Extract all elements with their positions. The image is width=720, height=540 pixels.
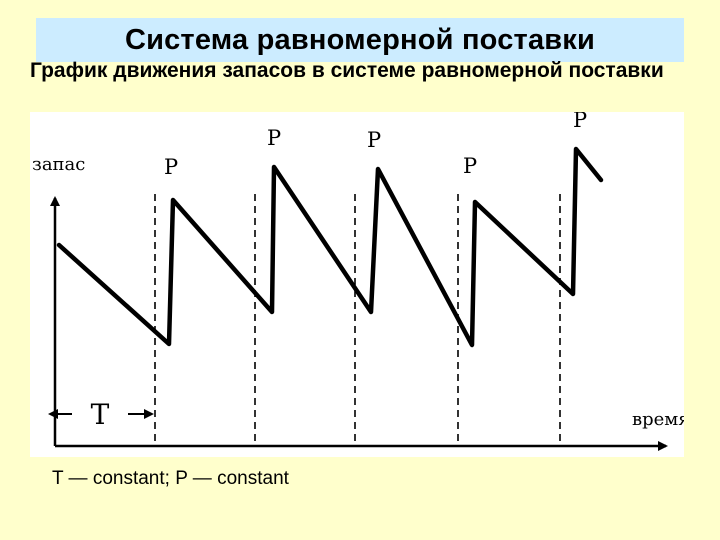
x-axis-label: время: [632, 409, 684, 430]
delivery-label: P: [164, 155, 178, 179]
delivery-label: P: [463, 154, 477, 178]
inventory-level-line: [56, 146, 604, 348]
period-marker: T: [48, 398, 154, 431]
slide-subtitle: График движения запасов в системе равном…: [30, 59, 664, 82]
period-label: T: [91, 398, 110, 431]
inventory-diagram-svg: T запас время P P P P P: [32, 112, 684, 451]
title-bar: Система равномерной поставки: [36, 18, 684, 62]
delivery-label: P: [267, 126, 281, 150]
caption: T — constant; P — constant: [52, 468, 289, 489]
inventory-diagram: T запас время P P P P P: [30, 112, 684, 457]
y-axis-label: запас: [32, 154, 85, 175]
delivery-label: P: [367, 128, 381, 152]
slide-title: Система равномерной поставки: [124, 23, 596, 56]
delivery-label: P: [573, 112, 587, 132]
period-lines: [154, 194, 561, 446]
